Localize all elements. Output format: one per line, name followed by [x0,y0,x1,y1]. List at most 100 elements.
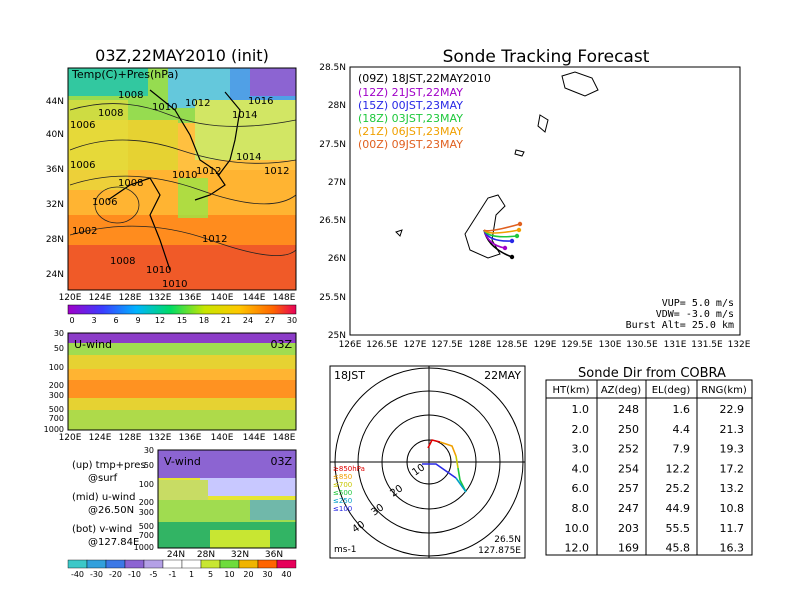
svg-text:1016: 1016 [248,96,273,107]
wind-colorbar-swatch [276,559,297,569]
svg-text:1002: 1002 [72,226,97,237]
v-lat-ticks: 24N 28N 32N 36N [167,550,283,560]
sonde-track-end [516,227,522,233]
svg-text:(up) tmp+pres: (up) tmp+pres [72,460,146,471]
polar-units: ms-1 [334,545,356,555]
svg-text:300: 300 [139,508,154,517]
svg-text:126.5E: 126.5E [366,340,398,350]
table-header: HT(km) AZ(deg) EL(deg) RNG(km) [553,385,747,396]
direction-table [545,379,753,556]
svg-text:@127.84E: @127.84E [88,537,139,548]
table-cell: 10.8 [720,502,745,515]
svg-text:100: 100 [139,480,154,489]
svg-text:RNG(km): RNG(km) [701,385,747,396]
table-title: Sonde Dir from COBRA [578,366,726,381]
temp-colorbar-label: 30 [287,316,297,325]
track-lat-ticks: 28.5N 28N 27.5N 27N 26.5N 26N 25.5N 25N [319,63,346,341]
svg-text:1008: 1008 [98,108,123,119]
wind-colorbar-label: -10 [128,570,141,579]
polar-date: 22MAY [484,369,521,382]
svg-text:136E: 136E [179,433,202,443]
table-cell: 12.0 [565,542,590,555]
wind-colorbar-label: 40 [281,570,291,579]
polar-segment [427,439,441,449]
sonde-tracks [483,221,523,260]
track-params: VUP= 5.0 m/s VDW= -3.0 m/s Burst Alt= 25… [626,298,734,331]
svg-text:1010: 1010 [162,279,187,290]
svg-text:129.5E: 129.5E [561,340,593,350]
svg-text:1012: 1012 [185,98,210,109]
u-lon-ticks: 120E 124E 128E 132E 136E 140E 144E 148E [59,433,296,443]
svg-text:VDW= -3.0 m/s: VDW= -3.0 m/s [656,309,734,320]
svg-text:27N: 27N [328,178,346,188]
svg-text:1012: 1012 [196,166,221,177]
svg-text:25.5N: 25.5N [319,293,346,303]
svg-text:50: 50 [54,344,64,353]
svg-text:130E: 130E [599,340,622,350]
u-wind-time: 03Z [270,338,292,351]
svg-text:32N: 32N [46,200,64,210]
svg-text:(mid) u-wind: (mid) u-wind [72,492,135,503]
table-cell: 19.3 [720,443,745,456]
table-cell: 248 [618,403,639,416]
polar-trajectory [422,439,467,493]
wind-colorbar-swatch [219,559,240,569]
temp-colorbar-label: 0 [69,316,74,325]
table-cell: 2.0 [572,423,590,436]
wind-colorbar-swatch [200,559,221,569]
wind-colorbar-label: 30 [262,570,272,579]
table-cell: 12.2 [666,462,691,475]
svg-text:132E: 132E [728,340,751,350]
svg-text:24N: 24N [167,550,185,560]
svg-text:32N: 32N [231,550,249,560]
wind-colorbar-swatch [67,559,88,569]
left-lon-ticks: 120E 124E 128E 132E 136E 140E 144E 148E [59,293,296,303]
svg-text:1000: 1000 [134,543,154,552]
svg-text:700: 700 [49,414,64,423]
wind-colorbar-swatch [86,559,107,569]
svg-text:1010: 1010 [172,170,197,181]
svg-text:148E: 148E [273,293,296,303]
table-cell: 169 [618,542,639,555]
sonde-track-end [509,238,515,244]
polar-segment [455,477,467,493]
svg-text:131E: 131E [664,340,687,350]
svg-text:1010: 1010 [146,265,171,276]
svg-text:128E: 128E [119,293,142,303]
svg-text:50: 50 [144,461,154,470]
wind-colorbar-label: -30 [90,570,103,579]
svg-text:100: 100 [49,363,64,372]
sonde-track-end [514,233,520,239]
svg-text:1006: 1006 [92,197,117,208]
notes: (up) tmp+pres @surf (mid) u-wind @26.50N… [72,460,146,548]
table-cell: 4.0 [572,462,590,475]
svg-text:1008: 1008 [118,178,143,189]
svg-text:136E: 136E [179,293,202,303]
table-cell: 25.2 [666,482,691,495]
polar-time: 18JST [334,369,365,382]
track-lon-ticks: 126E 126.5E 127E 127.5E 128E 128.5E 129E… [339,340,751,350]
track-legend-0: (09Z) 18JST,22MAY2010 [358,72,491,85]
polar-lon: 127.875E [478,546,521,556]
svg-text:26.5N: 26.5N [319,216,346,226]
temp-colorbar [67,304,297,315]
svg-text:1014: 1014 [236,152,261,163]
u-pres-ticks: 30 50 100 200 300 500 700 1000 [44,329,64,434]
table-cell: 16.3 [720,542,745,555]
sonde-track-end [517,221,523,227]
table-cell: 10.0 [565,522,590,535]
svg-text:148E: 148E [273,433,296,443]
temp-colorbar-label: 27 [265,316,275,325]
svg-text:140E: 140E [211,433,234,443]
svg-text:500: 500 [49,405,64,414]
svg-text:27.5N: 27.5N [319,140,346,150]
sonde-track-end [502,245,508,251]
svg-text:130.5E: 130.5E [626,340,658,350]
svg-text:≤700: ≤700 [333,481,352,489]
svg-text:(bot) v-wind: (bot) v-wind [72,524,132,535]
svg-text:127E: 127E [404,340,427,350]
wind-colorbar-swatch [124,559,145,569]
wind-colorbar-label: -1 [169,570,177,579]
table-cell: 4.4 [673,423,691,436]
u-wind-label: U-wind [74,338,112,351]
